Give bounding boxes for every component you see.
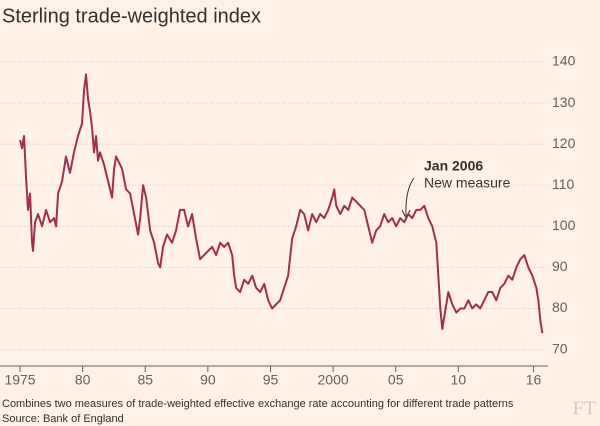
x-tick-label: 90 xyxy=(200,372,216,388)
annotation-text: New measure xyxy=(424,175,511,191)
y-tick-label: 80 xyxy=(552,299,568,315)
y-tick-label: 90 xyxy=(552,258,568,274)
y-tick-label: 70 xyxy=(552,340,568,356)
chart-title: Sterling trade-weighted index xyxy=(2,5,261,27)
footnote: Combines two measures of trade-weighted … xyxy=(2,398,514,410)
y-tick-label: 110 xyxy=(552,176,575,192)
y-tick-label: 100 xyxy=(552,217,576,233)
x-tick-label: 85 xyxy=(137,372,153,388)
x-tick-label: 16 xyxy=(526,372,542,388)
y-tick-label: 130 xyxy=(552,94,576,110)
index-line xyxy=(19,73,544,334)
y-tick-label: 120 xyxy=(552,135,576,151)
x-tick-label: 1975 xyxy=(4,372,35,388)
source: Source: Bank of England xyxy=(2,413,124,425)
x-tick-label: 95 xyxy=(263,372,279,388)
x-tick-label: 05 xyxy=(388,372,404,388)
logo: FT xyxy=(573,398,596,420)
y-tick-label: 140 xyxy=(552,53,576,69)
annotation-pointer xyxy=(405,177,415,217)
x-tick-label: 2000 xyxy=(318,372,349,388)
x-tick-label: 10 xyxy=(451,372,467,388)
annotation-title: Jan 2006 xyxy=(424,158,483,174)
x-tick-label: 80 xyxy=(75,372,91,388)
